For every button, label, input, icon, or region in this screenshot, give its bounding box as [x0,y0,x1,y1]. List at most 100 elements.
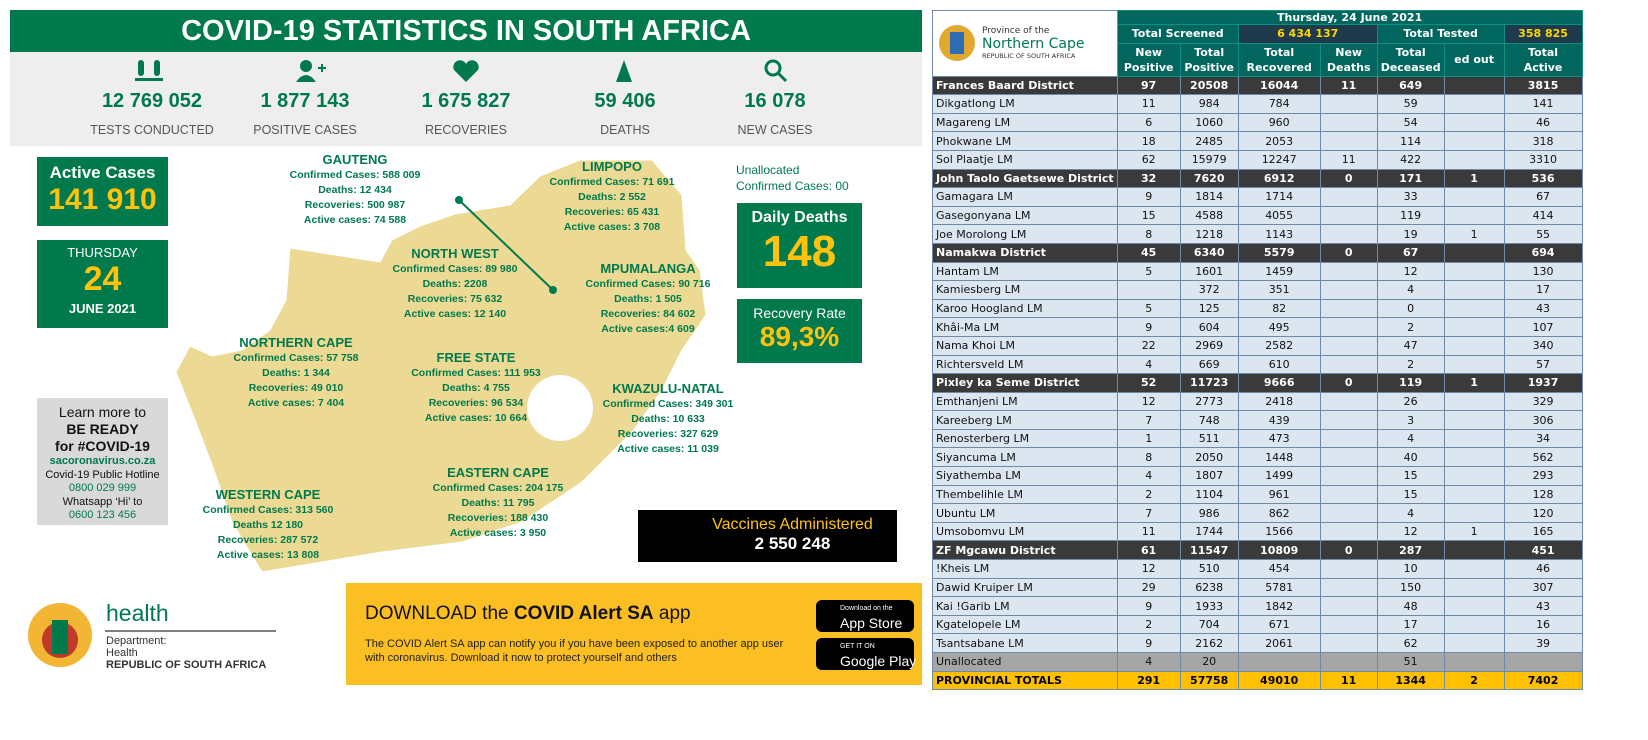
cell [1443,540,1505,561]
stat-label: DEATHS [600,123,650,137]
unallocated-line: Confirmed Cases: 00 [736,179,849,193]
cell [1319,280,1378,300]
cell: 54 [1376,112,1445,133]
cell: 1 [1443,224,1505,244]
stat-icons [135,59,788,83]
table-row: Joe Morolong LM 8 1218 1143 19 1 55 [932,224,1583,244]
cell [1319,410,1378,430]
cell [1319,94,1378,114]
cell: 1143 [1237,224,1321,244]
row-name: Siyathemba LM [932,466,1118,486]
app-store-text[interactable]: Download on the App Store [840,603,902,631]
row-name: PROVINCIAL TOTALS [932,670,1118,691]
stat-value: 1 877 143 [260,90,350,112]
cell: 7 [1116,503,1181,523]
cell: 52 [1116,373,1181,393]
province-line: Confirmed Cases: 111 953 [411,367,541,379]
tested-label: Total Tested [1376,24,1505,44]
province-block: NORTHERN CAPE Confirmed Cases: 57 758 Deat… [196,334,396,411]
cell [1443,335,1505,356]
cell: 1459 [1237,261,1321,282]
health-logo-line: Department: [106,635,167,647]
cell [1443,614,1505,635]
cell: 307 [1503,577,1583,598]
province-line: Deaths: 1 344 [262,367,330,379]
stat-value: 16 078 [744,90,806,112]
province-line: Recoveries: 500 987 [304,199,406,211]
active-cases-label: Active Cases [49,163,156,182]
province-block: GAUTENG Confirmed Cases: 588 009 Deaths: 1… [255,151,455,228]
cell: 961 [1237,484,1321,505]
row-name: ZF Mgcawu District [932,540,1118,561]
table-row: Ubuntu LM 7 986 862 4 120 [932,503,1583,523]
cell: 20508 [1179,75,1239,96]
province-line: Active cases: 3 950 [449,527,547,539]
cell: 12 [1376,261,1445,282]
badge-line: Download on the [840,605,893,612]
cell: 8 [1116,447,1181,468]
table-row: !Kheis LM 12 510 454 10 46 [932,559,1583,579]
stat: 16 078 NEW CASES [695,52,855,137]
cell [1319,633,1378,653]
cell: 17 [1376,614,1445,635]
province-name: FREE STATE [436,350,516,365]
cell: 5 [1116,261,1181,282]
cell: 1499 [1237,466,1321,486]
badge-line: App Store [840,615,903,631]
table-row: Umsobomvu LM 11 1744 1566 12 1 165 [932,521,1583,542]
table-row: Unallocated 4 20 51 [932,652,1583,672]
row-name: Kgatelopele LM [932,614,1118,635]
cell: 6340 [1179,242,1239,263]
row-name: Thembelihle LM [932,484,1118,505]
province-block: FREE STATE Confirmed Cases: 111 953 Deaths… [376,349,576,426]
cell [1443,503,1505,523]
table-row: PROVINCIAL TOTALS 291 57758 49010 11 1344 2 740… [932,670,1583,691]
row-name: Siyancuma LM [932,447,1118,468]
row-name: Phokwane LM [932,131,1118,151]
province-line: Recoveries: 327 629 [617,428,719,440]
stat-label: RECOVERIES [425,123,507,137]
row-name: Magareng LM [932,112,1118,133]
google-play-badge[interactable] [816,638,914,670]
cell: 1842 [1237,596,1321,616]
cell: 604 [1179,317,1239,337]
province-line: Confirmed Cases: 71 691 [549,176,675,188]
province-line: Recoveries: 96 534 [428,397,524,409]
screened-value: 6 434 137 [1237,24,1378,44]
cell: 16 [1503,614,1583,635]
cell: 6 [1116,112,1181,133]
table-row: Gamagara LM 9 1814 1714 33 67 [932,187,1583,207]
table-row: Frances Baard District 97 20508 16044 11 649 3… [932,75,1583,96]
cell: 4 [1116,466,1181,486]
province-block: EASTERN CAPE Confirmed Cases: 204 175 Deat… [398,464,598,541]
header-title: COVID-19 STATISTICS IN SOUTH AFRICA [10,10,922,52]
cell: 82 [1237,298,1321,319]
row-name: Khâi-Ma LM [932,317,1118,337]
table-row: Nama Khoi LM 22 2969 2582 47 340 [932,335,1583,356]
cell: 165 [1503,521,1583,542]
cell: 351 [1237,280,1321,300]
google-play-text[interactable]: GET IT ON Google Play [840,641,916,669]
cell [1319,187,1378,207]
cell: 1714 [1237,187,1321,207]
table-row: Dawid Kruiper LM 29 6238 5781 150 307 [932,577,1583,598]
cell: 1807 [1179,466,1239,486]
province-line: Confirmed Cases: 313 560 [202,504,334,516]
cell: 694 [1503,242,1583,263]
learn-more-line: Learn more to [58,404,147,420]
cell [1443,410,1505,430]
province-line: Active cases: 7 404 [247,397,345,409]
column-header: Total Active [1503,42,1583,77]
stat-value: 59 406 [594,90,656,112]
learn-more-link[interactable]: sacoronavirus.co.za [49,455,156,467]
app-store-badge[interactable] [816,600,914,632]
province-line: Recoveries: 287 572 [217,534,319,546]
cell [1443,261,1505,282]
row-name: Kareeberg LM [932,410,1118,430]
cell: 2418 [1237,391,1321,412]
row-name: Umsobomvu LM [932,521,1118,542]
stat-value: 1 675 827 [421,90,511,112]
cell: 4 [1116,652,1181,672]
cell [1319,559,1378,579]
cell [1319,335,1378,356]
